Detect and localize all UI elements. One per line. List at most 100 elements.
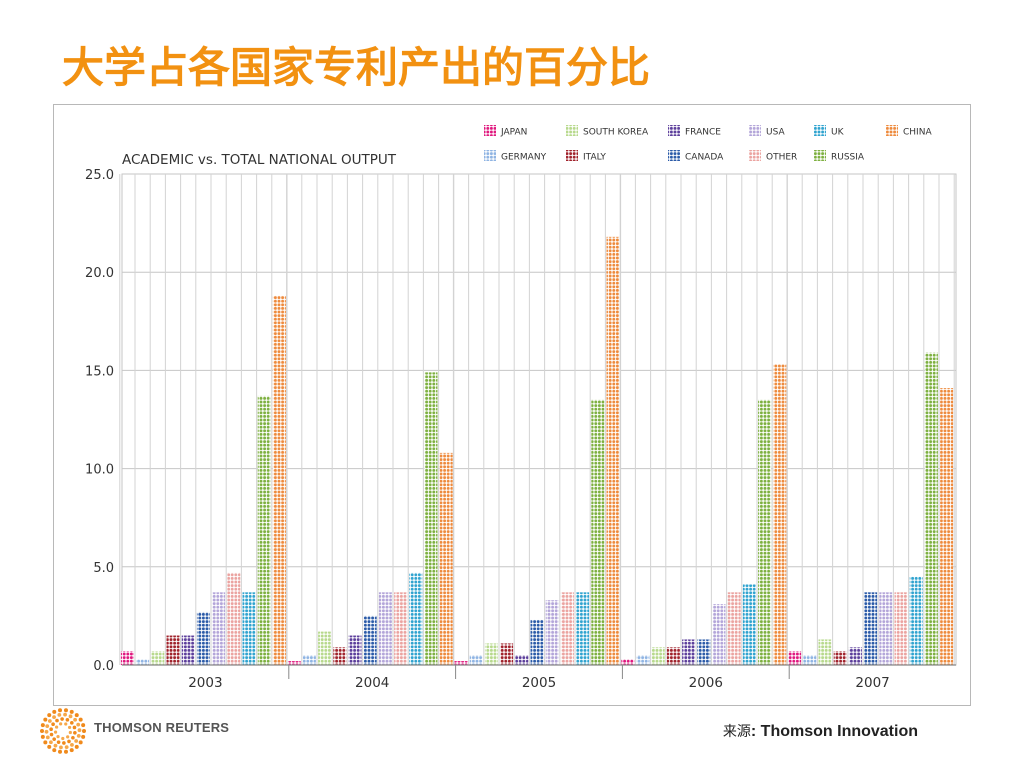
bar [758,399,772,665]
legend-entry: FRANCE [668,125,721,138]
bar [318,631,332,665]
bar [409,572,423,665]
bar [788,651,802,665]
legend-swatch [566,125,578,136]
bar [469,655,483,665]
legend-swatch [749,125,761,136]
bar [227,572,241,665]
bar [606,236,620,665]
bar [742,584,756,665]
bar [909,576,923,665]
bar [196,611,210,665]
legend-label: CHINA [903,128,932,138]
bar [803,655,817,665]
bar [818,639,832,665]
legend-entry: USA [749,125,785,138]
bar [894,592,908,665]
legend-swatch [484,150,496,161]
legend-swatch [566,150,578,161]
company-logo-text: THOMSON REUTERS [94,720,230,735]
y-tick-label: 0.0 [93,659,114,674]
legend-entry: ITALY [566,150,606,163]
legend-label: USA [766,128,785,138]
bar [682,639,696,665]
sunburst-logo-icon [40,708,86,754]
bar [591,399,605,665]
source-credit: 来源: Thomson Innovation [723,721,918,741]
slide-title: 大学占各国家专利产出的百分比 [62,43,651,92]
bar [272,295,286,665]
bar-chart: 0.0 5.0 10.0 15.0 20.0 25.0 2003 2004 2005 2006 20… [85,125,957,691]
bar [697,639,711,665]
legend-entry: GERMANY [484,150,547,163]
legend-label: UK [831,128,845,138]
legend-label: JAPAN [500,128,527,138]
x-tick-label: 2007 [855,675,889,691]
bar [848,647,862,665]
x-tick-label: 2003 [188,675,222,691]
x-tick-label: 2006 [689,675,723,691]
bar [454,661,468,665]
legend-label: CANADA [685,153,724,163]
legend-label: OTHER [766,153,797,163]
bar [439,452,453,665]
bar [727,592,741,665]
y-tick-label: 20.0 [85,266,114,281]
legend-label: SOUTH KOREA [583,128,649,138]
x-tick-label: 2005 [522,675,556,691]
bar [424,372,438,665]
bar [560,592,574,665]
source-label: 来源 [722,724,751,740]
chart-title: ACADEMIC vs. TOTAL NATIONAL OUTPUT [122,152,397,168]
legend-label: ITALY [583,153,606,163]
legend-swatch [749,150,761,161]
y-tick-label: 10.0 [85,463,114,478]
bar [212,592,226,665]
bar [666,647,680,665]
bar [879,592,893,665]
legend-label: GERMANY [501,153,547,163]
bar [166,635,180,665]
bar [120,651,134,665]
bar [833,651,847,665]
bar [515,655,529,665]
y-tick-label: 25.0 [85,168,114,183]
bar [287,661,301,665]
bar [348,635,362,665]
bar [651,647,665,665]
legend-entry: OTHER [749,150,797,163]
bars [120,236,954,665]
bar [712,604,726,665]
bar [500,643,514,665]
bar [636,655,650,665]
legend-swatch [668,125,680,136]
grid-lines [119,173,957,666]
chart-frame: 0.0 5.0 10.0 15.0 20.0 25.0 2003 2004 2005 2006 20… [53,104,971,706]
source-value: : Thomson Innovation [750,723,918,740]
bar [924,352,938,665]
bar [151,651,165,665]
bar [864,592,878,665]
bar [394,592,408,665]
legend-swatch [814,125,826,136]
bar [257,395,271,665]
bar [136,659,150,665]
bar [530,619,544,665]
x-tick-label: 2004 [355,675,389,691]
legend-entry: CANADA [668,150,724,163]
bar [242,592,256,665]
legend-label: FRANCE [685,128,721,138]
bar [378,592,392,665]
bar [302,655,316,665]
bar [545,600,559,665]
bar [773,364,787,665]
legend-entry: JAPAN [484,125,527,138]
legend-swatch [484,125,496,136]
legend-entry: UK [814,125,845,138]
y-tick-label: 15.0 [85,364,114,379]
legend-entry: CHINA [886,125,932,138]
bar [363,615,377,665]
legend-entry: RUSSIA [814,150,865,163]
bar [181,635,195,665]
legend-swatch [668,150,680,161]
